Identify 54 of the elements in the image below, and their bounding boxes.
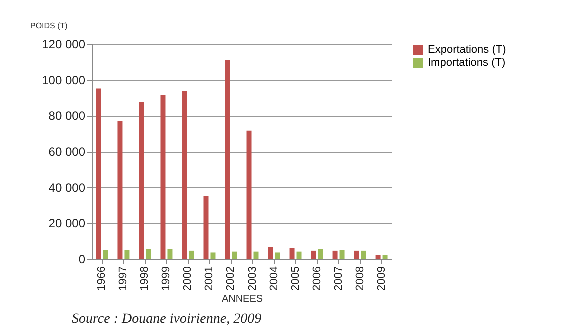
source-note: Source : Douane ivoirienne, 2009 — [72, 312, 262, 328]
bar — [146, 249, 152, 259]
x-tick-label: 2009 — [376, 266, 388, 291]
x-tick-label: 1997 — [118, 266, 130, 291]
y-axis-title: POIDS (T) — [30, 22, 68, 30]
bar — [124, 250, 130, 259]
bar — [139, 102, 144, 259]
x-tick-label: 2003 — [246, 266, 259, 291]
bar — [182, 91, 188, 259]
bar — [232, 252, 238, 259]
legend-label: Importations (T) — [428, 57, 506, 69]
x-tick-label: 1999 — [160, 266, 173, 291]
bar — [290, 248, 295, 259]
bar — [210, 252, 216, 259]
bar — [254, 252, 259, 259]
y-tick-label: 80 000 — [48, 109, 86, 124]
bar — [103, 250, 108, 259]
bar — [376, 255, 381, 259]
y-tick-label: 40 000 — [48, 180, 86, 195]
y-tick-label: 100 000 — [42, 73, 86, 88]
bar — [189, 250, 194, 259]
x-tick-label: 2004 — [268, 266, 280, 291]
y-tick-label: 20 000 — [48, 216, 86, 231]
legend-label: Exportations (T) — [428, 44, 506, 56]
x-tick-label: 2001 — [204, 266, 216, 291]
y-tick-label: 60 000 — [48, 145, 86, 159]
bar — [340, 250, 345, 259]
bar — [246, 130, 252, 259]
bar — [318, 249, 324, 259]
x-tick-label: 2007 — [332, 266, 345, 291]
bar — [168, 249, 173, 259]
bar — [382, 255, 388, 259]
x-tick-label: 2006 — [311, 266, 324, 291]
bar — [311, 250, 316, 259]
x-tick-label: 2002 — [225, 266, 238, 291]
bar — [268, 247, 274, 259]
y-tick-label: 0 — [78, 252, 86, 266]
bar — [160, 95, 166, 259]
bar — [361, 250, 366, 259]
x-tick-label: 2005 — [290, 266, 302, 291]
bar — [118, 121, 123, 259]
bar — [354, 250, 360, 259]
bar — [275, 252, 280, 259]
y-tick-label: 120 000 — [42, 38, 86, 52]
x-tick-label: 1966 — [96, 266, 108, 291]
bar — [296, 252, 302, 259]
x-tick-label: 1998 — [139, 266, 152, 291]
bar — [204, 196, 209, 259]
bar — [332, 250, 338, 259]
bar — [96, 88, 102, 259]
x-tick-label: 2008 — [354, 266, 366, 291]
x-axis-title: ANNEES — [222, 294, 264, 305]
bar — [225, 60, 230, 259]
x-tick-label: 2000 — [182, 266, 194, 291]
